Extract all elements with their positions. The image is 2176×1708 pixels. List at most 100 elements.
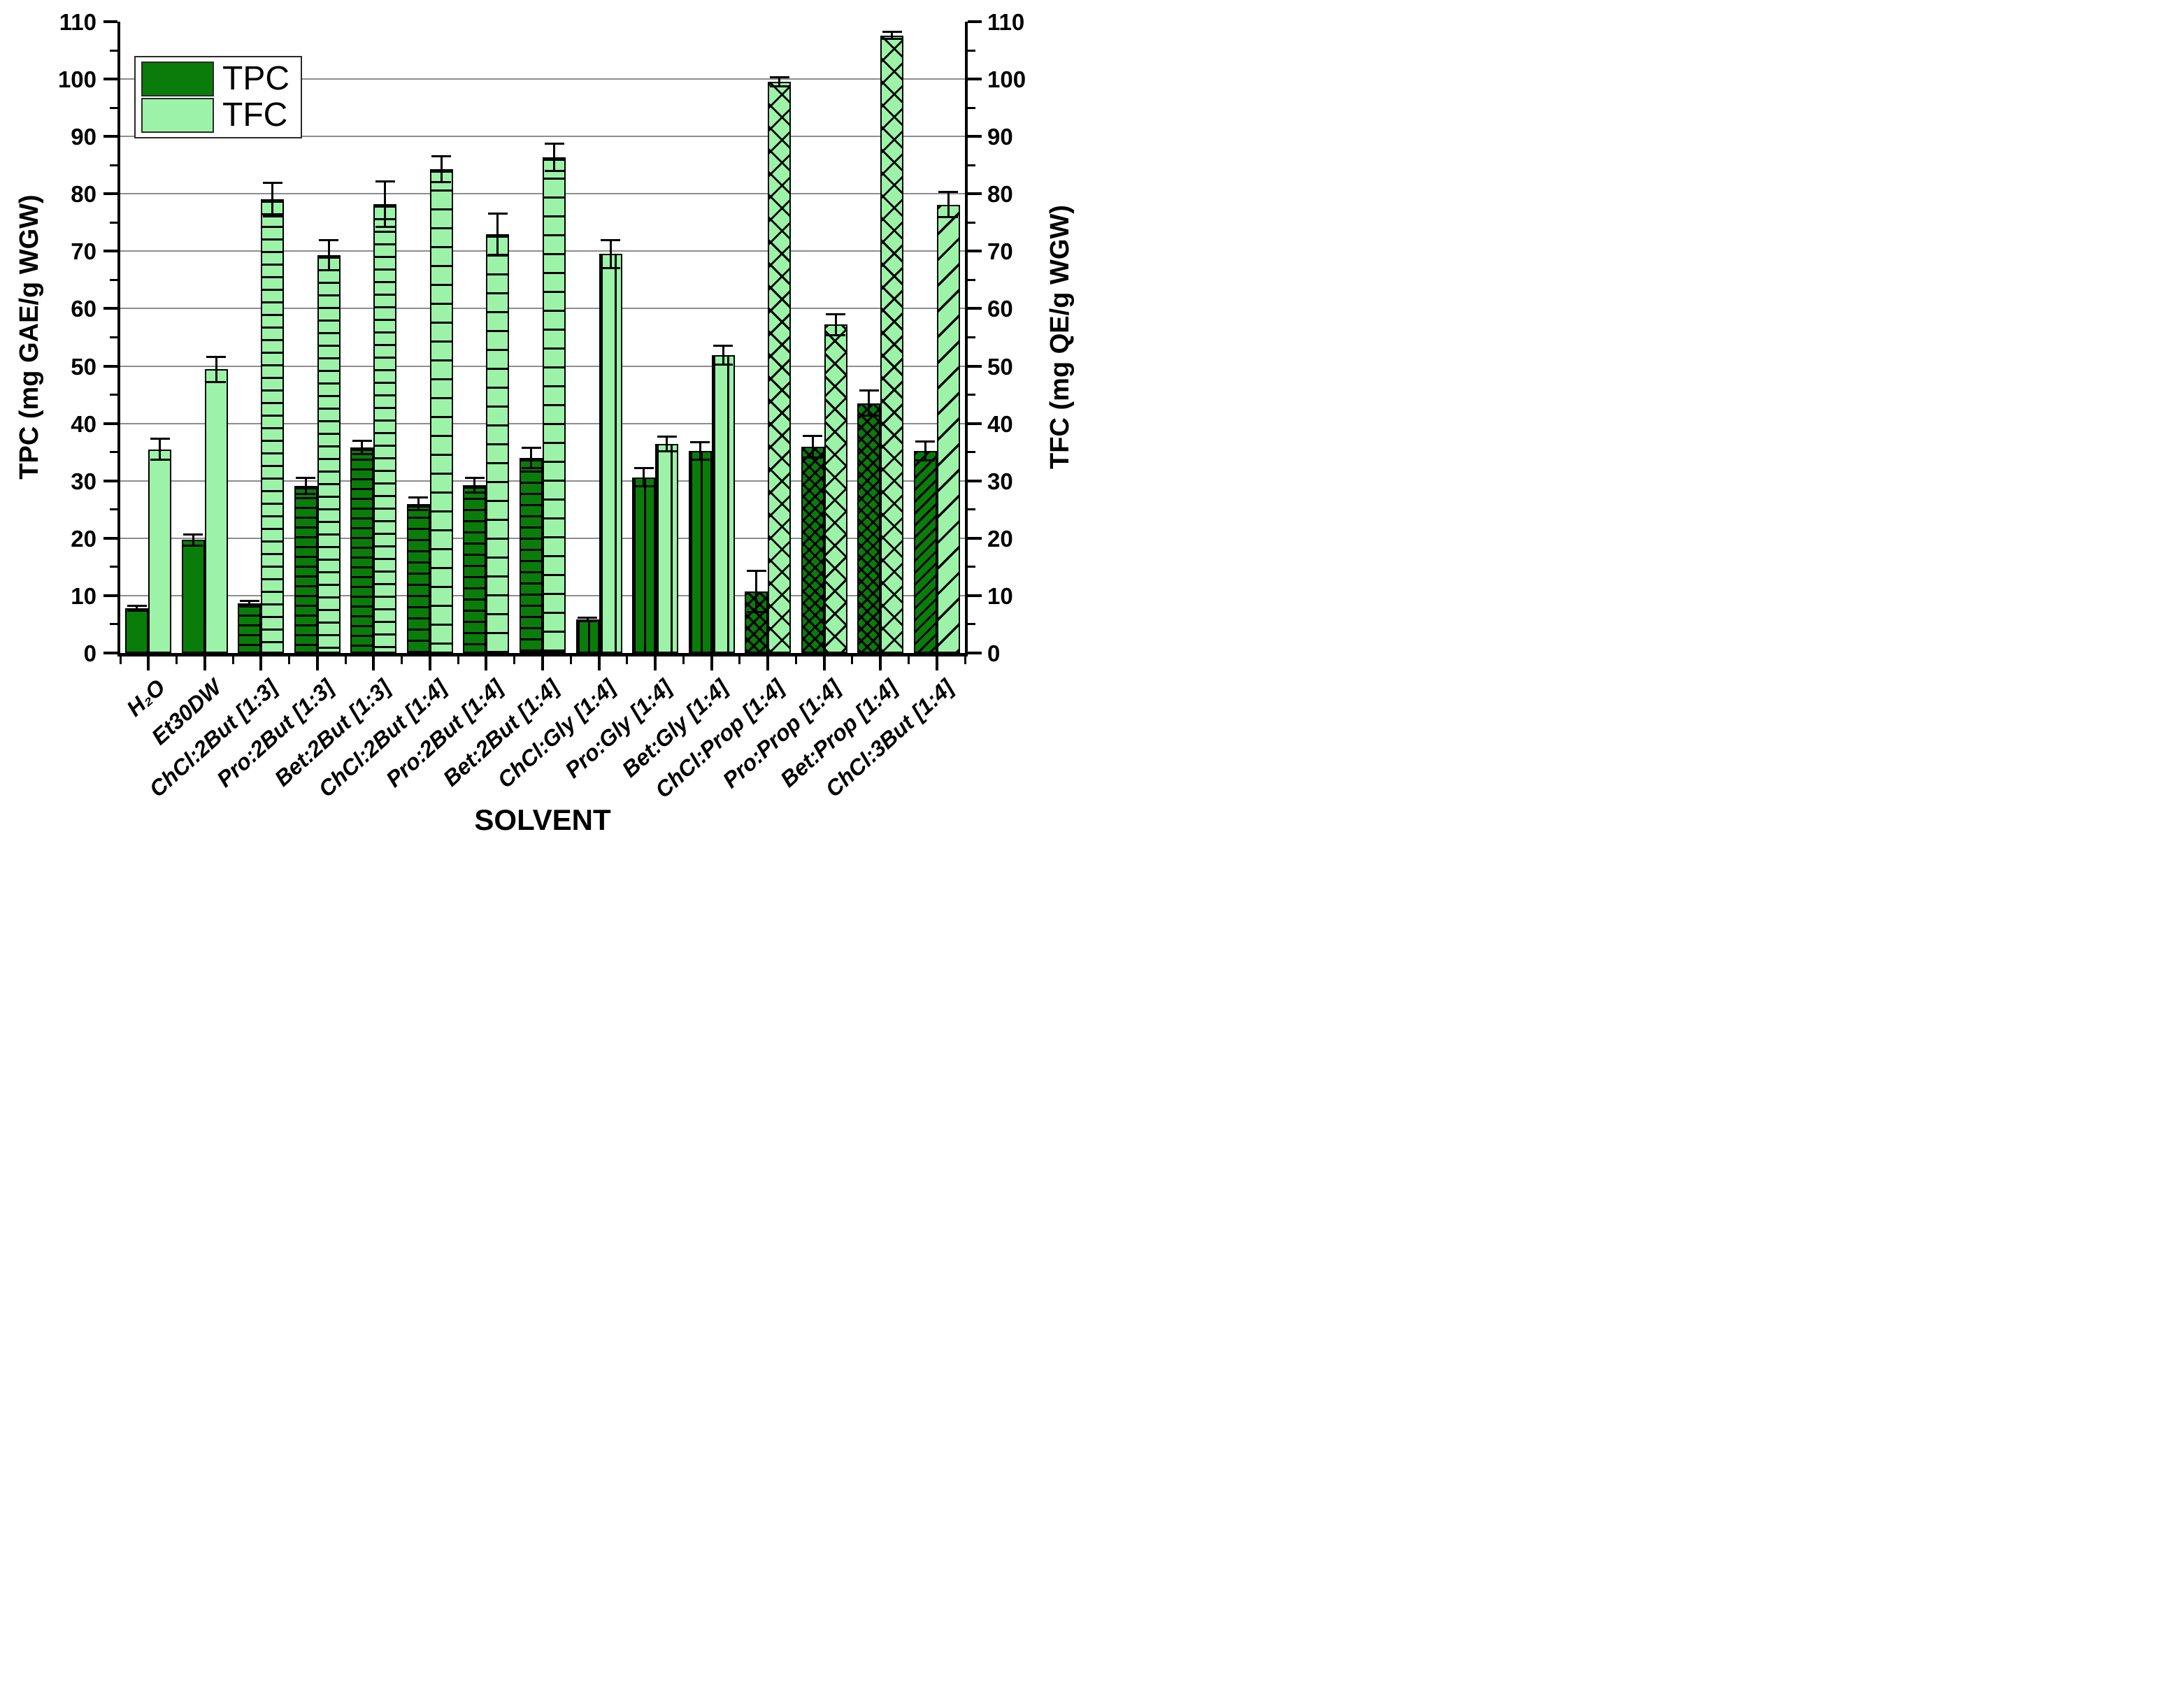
errorbar-line-tpc-6 (417, 497, 420, 510)
errorbar-cap-bottom-tpc-3 (239, 605, 259, 608)
right-y-label-80: 80 (987, 181, 1013, 208)
errorbar-cap-top-tpc-12 (746, 570, 766, 573)
right-y-tick-45 (968, 394, 975, 396)
left-y-tick-10 (103, 594, 117, 597)
errorbar-line-tpc-7 (473, 478, 476, 493)
errorbar-cap-bottom-tpc-8 (521, 467, 541, 470)
errorbar-cap-top-tpc-6 (408, 496, 429, 499)
errorbar-cap-bottom-tfc-3 (262, 215, 282, 217)
errorbar-line-tpc-11 (699, 442, 701, 460)
errorbar-cap-top-tpc-11 (690, 441, 710, 444)
left-y-label-30: 30 (71, 468, 96, 494)
errorbar-cap-bottom-tpc-12 (746, 611, 766, 614)
x-minor-tick-4 (344, 656, 347, 664)
errorbar-cap-top-tpc-3 (239, 599, 259, 602)
errorbar-cap-bottom-tfc-15 (938, 216, 959, 219)
errorbar-cap-bottom-tpc-1 (127, 609, 147, 612)
legend-label-tfc: TFC (222, 96, 288, 134)
errorbar-line-tfc-5 (384, 181, 387, 227)
errorbar-line-tpc-4 (304, 478, 307, 494)
errorbar-cap-top-tfc-5 (375, 180, 395, 182)
errorbar-cap-top-tfc-8 (544, 142, 564, 145)
errorbar-cap-top-tfc-7 (487, 212, 508, 215)
right-y-tick-60 (968, 307, 982, 310)
bar-tpc-7 (463, 485, 487, 653)
errorbar-line-tpc-8 (530, 447, 532, 468)
errorbar-cap-bottom-tpc-9 (578, 620, 598, 623)
x-major-tick-4 (315, 656, 319, 670)
x-major-tick-3 (259, 656, 263, 670)
right-y-tick-15 (968, 566, 975, 568)
errorbar-cap-bottom-tfc-9 (601, 266, 621, 269)
left-y-tick-70 (103, 250, 117, 253)
left-y-tick-55 (110, 336, 117, 338)
left-y-tick-90 (103, 135, 117, 138)
errorbar-line-tpc-9 (586, 617, 589, 622)
bar-tfc-6 (429, 168, 453, 653)
left-y-tick-85 (110, 164, 117, 166)
errorbar-line-tfc-14 (891, 31, 894, 39)
errorbar-line-tfc-10 (666, 436, 668, 452)
errorbar-line-tpc-10 (643, 468, 645, 487)
errorbar-line-tfc-9 (609, 240, 612, 268)
errorbar-line-tpc-5 (361, 440, 364, 454)
errorbar-cap-top-tpc-15 (915, 440, 936, 443)
errorbar-cap-top-tpc-9 (578, 617, 598, 619)
right-y-label-50: 50 (987, 353, 1013, 380)
left-y-tick-20 (103, 536, 117, 540)
left-y-label-100: 100 (57, 66, 96, 93)
errorbar-cap-top-tfc-15 (938, 191, 959, 194)
x-minor-tick-5 (401, 656, 403, 664)
errorbar-line-tfc-2 (215, 357, 217, 382)
bar-tpc-3 (238, 603, 262, 653)
errorbar-cap-bottom-tfc-5 (375, 226, 395, 229)
right-y-tick-30 (968, 479, 982, 482)
bar-tpc-6 (406, 503, 430, 653)
errorbar-line-tpc-3 (248, 601, 251, 607)
errorbar-cap-bottom-tfc-7 (487, 253, 508, 256)
errorbar-cap-bottom-tfc-8 (544, 169, 564, 172)
right-y-tick-70 (968, 250, 982, 253)
legend-entry-tfc: TFC (141, 96, 301, 134)
left-y-label-90: 90 (71, 124, 96, 150)
bar-tpc-8 (520, 457, 543, 653)
errorbar-line-tfc-12 (778, 77, 781, 87)
bar-tpc-5 (350, 447, 374, 653)
errorbar-line-tfc-8 (553, 143, 555, 171)
errorbar-cap-bottom-tpc-2 (183, 544, 203, 547)
bar-tfc-3 (261, 199, 285, 653)
right-y-label-100: 100 (987, 66, 1026, 93)
right-y-tick-0 (968, 652, 982, 654)
errorbar-line-tpc-14 (868, 390, 871, 416)
x-minor-tick-3 (288, 656, 291, 664)
right-y-tick-85 (968, 164, 975, 166)
x-major-tick-14 (879, 656, 882, 670)
bar-tpc-4 (294, 486, 317, 653)
left-y-tick-25 (110, 508, 117, 511)
errorbar-cap-bottom-tpc-7 (464, 491, 485, 494)
errorbar-cap-bottom-tfc-13 (826, 333, 846, 336)
x-major-tick-2 (203, 656, 206, 670)
right-y-label-70: 70 (987, 238, 1013, 265)
errorbar-line-tfc-6 (440, 156, 443, 182)
right-y-label-30: 30 (987, 468, 1013, 494)
x-major-tick-8 (541, 656, 544, 670)
x-minor-tick-10 (682, 656, 685, 664)
errorbar-line-tfc-11 (722, 345, 724, 365)
errorbar-cap-top-tfc-6 (431, 155, 452, 157)
left-y-tick-80 (103, 192, 117, 196)
right-y-tick-95 (968, 106, 975, 109)
errorbar-cap-bottom-tpc-11 (690, 458, 710, 461)
left-y-label-40: 40 (71, 410, 96, 437)
right-y-tick-5 (968, 623, 975, 626)
tfc-swatch (141, 98, 214, 134)
left-y-tick-40 (103, 422, 117, 425)
x-major-tick-11 (710, 656, 713, 670)
left-y-tick-65 (110, 278, 117, 281)
errorbar-cap-bottom-tpc-13 (803, 457, 823, 459)
errorbar-cap-bottom-tpc-14 (859, 415, 879, 417)
left-y-label-60: 60 (71, 296, 96, 322)
errorbar-cap-top-tpc-13 (803, 435, 823, 438)
left-y-label-80: 80 (71, 181, 96, 208)
bar-tpc-9 (575, 619, 599, 653)
